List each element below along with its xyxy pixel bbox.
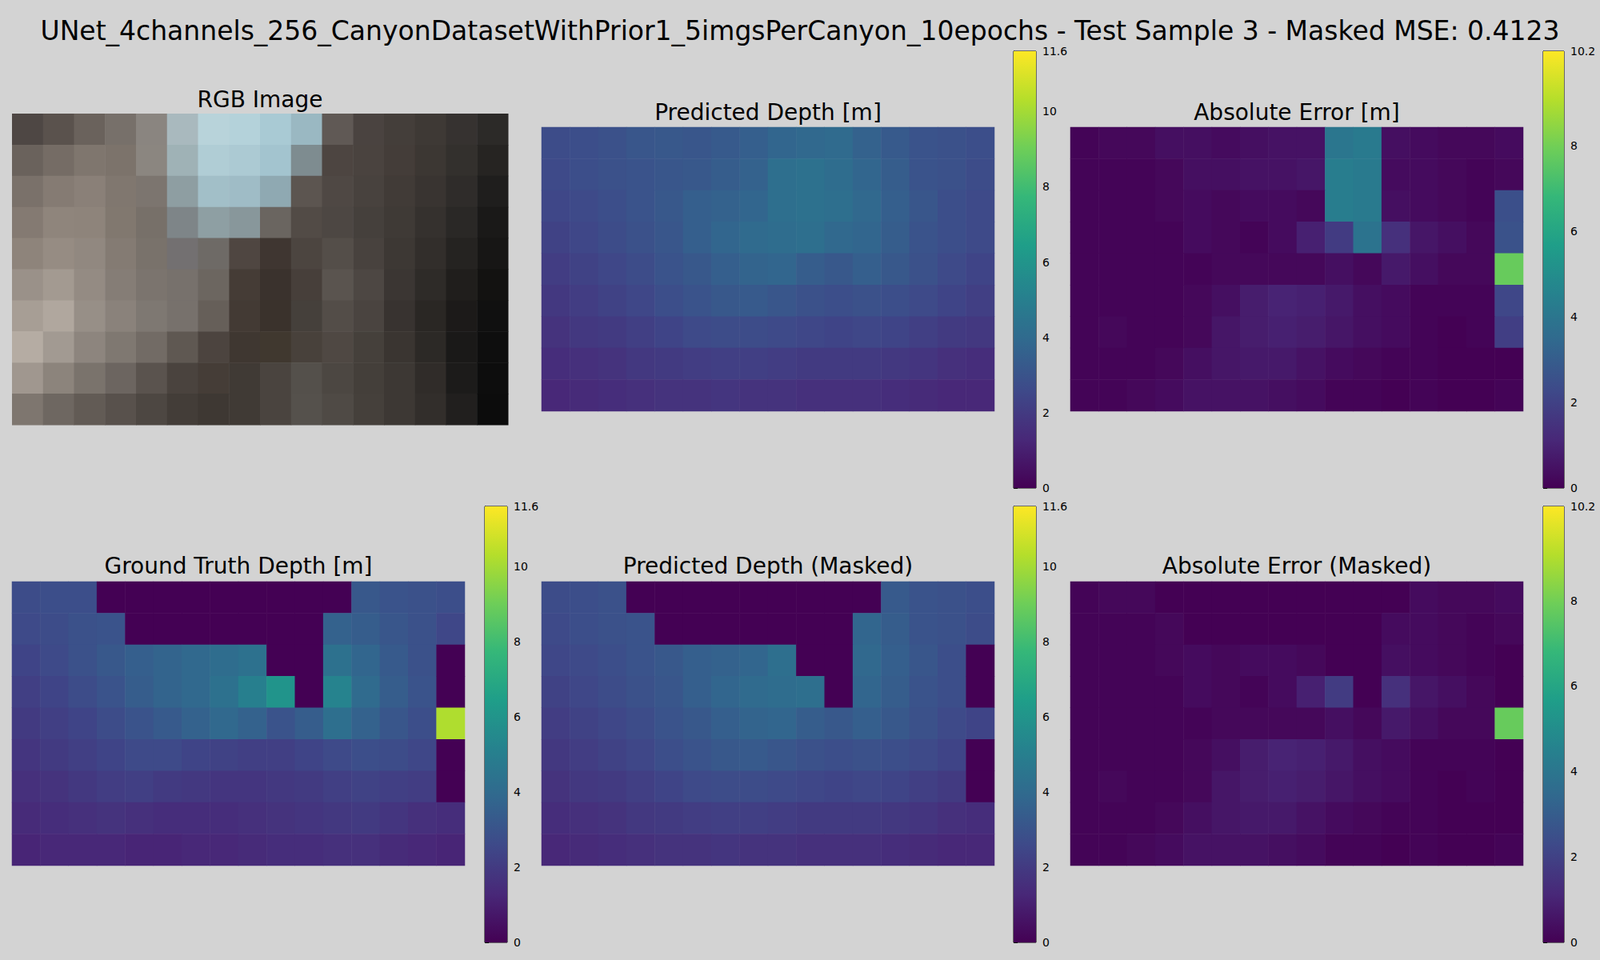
svg-text:10.2: 10.2: [1570, 500, 1596, 513]
svg-text:11.6: 11.6: [1042, 500, 1068, 513]
svg-text:2: 2: [1570, 396, 1578, 409]
svg-text:6: 6: [513, 710, 521, 724]
svg-text:10: 10: [513, 560, 528, 573]
svg-text:6: 6: [1042, 256, 1050, 269]
svg-text:8: 8: [1570, 594, 1578, 608]
svg-text:Predicted Depth (Masked): Predicted Depth (Masked): [623, 552, 914, 580]
svg-text:8: 8: [1570, 139, 1578, 152]
svg-text:6: 6: [1570, 679, 1578, 692]
svg-text:0: 0: [1570, 481, 1578, 495]
svg-text:10.2: 10.2: [1570, 44, 1596, 58]
svg-text:Absolute Error [m]: Absolute Error [m]: [1193, 99, 1400, 126]
svg-text:0: 0: [513, 936, 521, 949]
svg-text:11.6: 11.6: [513, 500, 539, 513]
svg-text:2: 2: [1042, 860, 1050, 874]
svg-text:6: 6: [1042, 710, 1050, 724]
svg-text:Absolute Error (Masked): Absolute Error (Masked): [1162, 552, 1432, 580]
svg-text:8: 8: [1042, 180, 1050, 193]
svg-text:0: 0: [1042, 481, 1050, 495]
svg-text:RGB Image: RGB Image: [197, 86, 324, 113]
svg-text:4: 4: [1570, 310, 1578, 324]
svg-text:4: 4: [1042, 785, 1050, 799]
svg-text:Predicted Depth [m]: Predicted Depth [m]: [654, 99, 882, 126]
svg-text:11.6: 11.6: [1042, 44, 1068, 58]
svg-text:2: 2: [513, 860, 521, 874]
svg-text:8: 8: [513, 635, 521, 648]
svg-text:4: 4: [513, 785, 521, 799]
svg-text:10: 10: [1042, 104, 1057, 118]
svg-text:2: 2: [1570, 850, 1578, 864]
svg-text:0: 0: [1042, 936, 1050, 949]
svg-text:0: 0: [1570, 936, 1578, 949]
svg-text:4: 4: [1042, 331, 1050, 344]
svg-text:4: 4: [1570, 764, 1578, 778]
svg-text:2: 2: [1042, 406, 1050, 420]
svg-text:Ground Truth Depth [m]: Ground Truth Depth [m]: [104, 552, 372, 580]
svg-text:10: 10: [1042, 560, 1057, 573]
svg-text:8: 8: [1042, 635, 1050, 648]
svg-text:UNet_4channels_256_CanyonDatas: UNet_4channels_256_CanyonDatasetWithPrio…: [40, 15, 1560, 47]
svg-text:6: 6: [1570, 224, 1578, 238]
